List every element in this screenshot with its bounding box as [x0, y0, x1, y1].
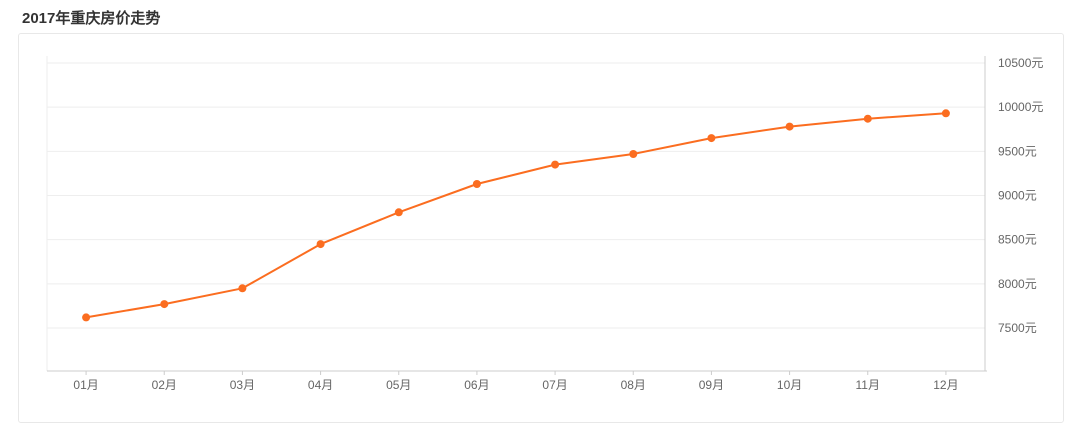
data-point[interactable] [863, 114, 872, 123]
data-point[interactable] [785, 122, 794, 131]
price-line [85, 112, 947, 319]
data-point[interactable] [629, 150, 638, 158]
x-axis-tick-label: 05月 [386, 378, 411, 392]
y-axis-tick-label: 8000元 [998, 277, 1037, 291]
x-axis-tick-label: 09月 [699, 378, 724, 392]
y-axis-tick-label: 9000元 [998, 189, 1037, 203]
x-axis-tick-label: 06月 [464, 378, 489, 392]
x-axis-tick-label: 04月 [308, 378, 333, 392]
data-point[interactable] [707, 134, 716, 143]
chart-card: 7500元 8000元 8500元 9000元 9500元 10000元 10500元 01月… [18, 33, 1064, 423]
y-axis-tick-label: 9500元 [998, 144, 1037, 158]
x-axis-tick-label: 11月 [856, 378, 880, 392]
y-axis-tick-label: 7500元 [998, 321, 1037, 335]
data-point[interactable] [472, 180, 481, 188]
x-axis-tick-label: 10月 [777, 378, 802, 392]
data-point[interactable] [316, 240, 325, 249]
x-axis-tick-label: 12月 [933, 378, 958, 392]
data-point[interactable] [238, 284, 247, 293]
data-point[interactable] [394, 208, 403, 217]
price-trend-chart: 7500元 8000元 8500元 9000元 9500元 10000元 10500元 01月… [46, 56, 1043, 392]
x-axis-tick-label: 03月 [230, 378, 255, 392]
y-axis-tick-label: 10500元 [998, 56, 1043, 70]
x-axis-tick-label: 08月 [621, 378, 646, 392]
x-axis-tick-label: 01月 [73, 378, 98, 392]
chart-title: 2017年重庆房价走势 [22, 10, 161, 27]
data-point[interactable] [941, 109, 950, 118]
y-axis-tick-label: 8500元 [998, 233, 1037, 247]
x-axis-tick-label: 07月 [542, 378, 567, 392]
y-axis-tick-label: 10000元 [998, 100, 1043, 114]
x-axis-tick-label: 02月 [152, 378, 177, 392]
data-point[interactable] [160, 300, 169, 309]
data-point[interactable] [551, 160, 560, 169]
data-point[interactable] [82, 313, 91, 322]
